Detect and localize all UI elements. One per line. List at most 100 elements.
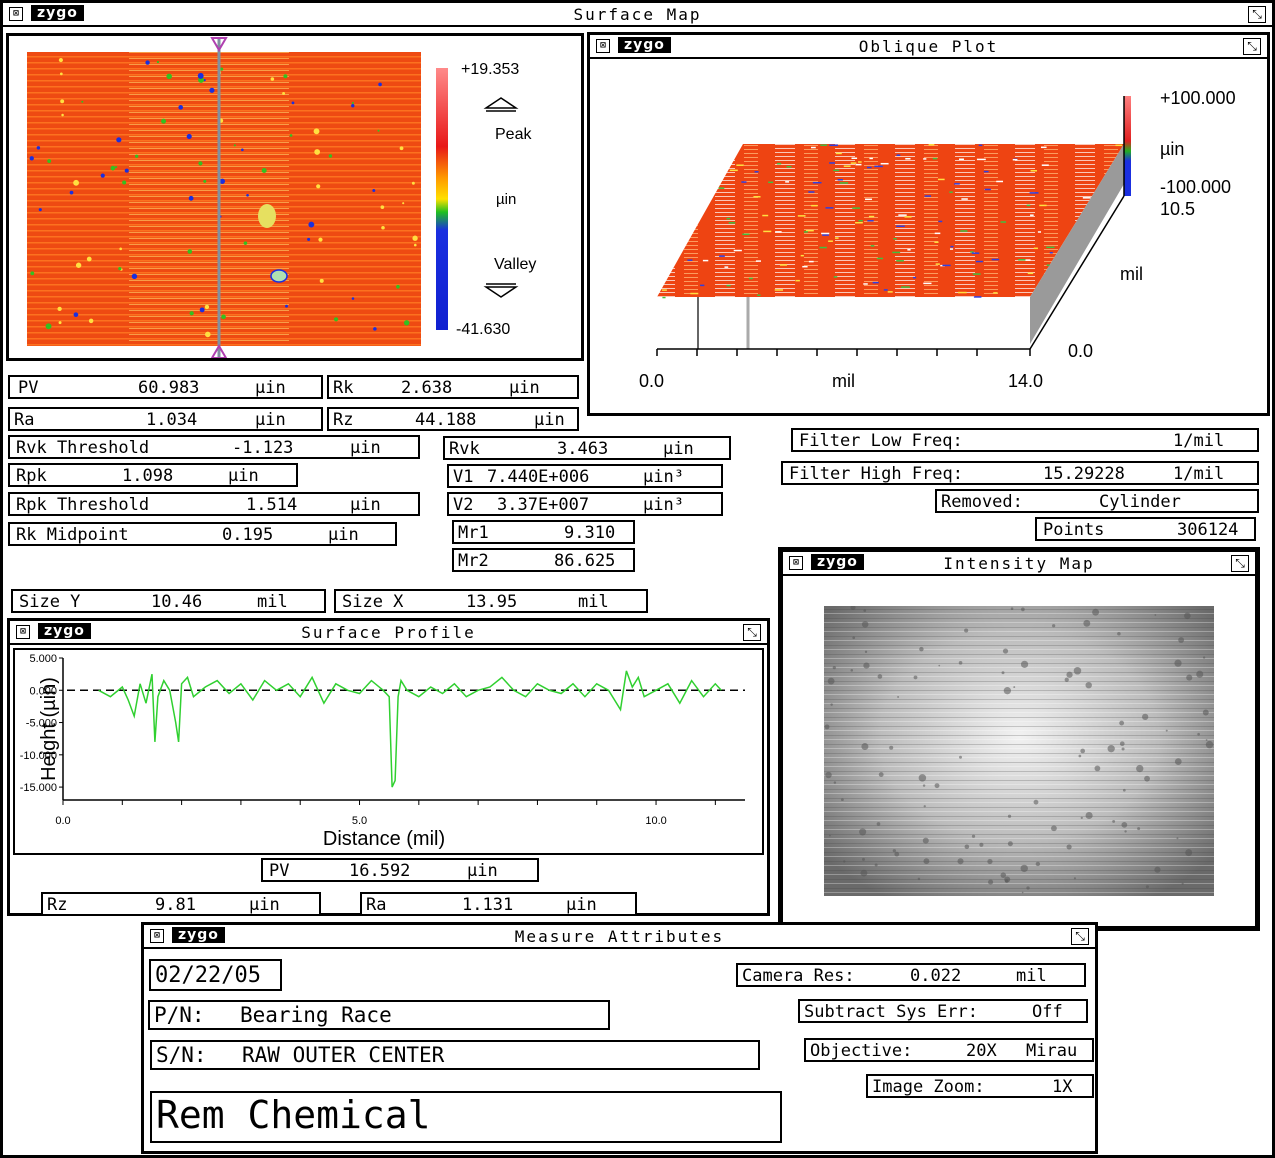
- profile-pv-value: 16.592: [349, 861, 411, 881]
- rpk-threshold-unit: µin: [350, 495, 381, 515]
- camera-res-field: Camera Res: 0.022 mil: [736, 963, 1086, 987]
- profile-plot-frame: 5.000 0.000 -5.000 -10.000 -15.000 0.0 5.0 10.0…: [13, 648, 764, 855]
- rvk-field: Rvk 3.463 µin: [443, 436, 731, 460]
- note-field: Rem Chemical: [150, 1091, 782, 1143]
- serial-number-field: S/N: RAW OUTER CENTER: [150, 1040, 760, 1070]
- y-unit-label: mil: [1120, 264, 1143, 284]
- filter-low-freq-unit: 1/mil: [1173, 431, 1225, 451]
- oblique-plot-graphic[interactable]: +100.000 µin -100.000 10.5 mil 0.0 0.0 m…: [590, 59, 1267, 413]
- z-unit-label: µin: [1160, 139, 1184, 159]
- part-number-field: P/N: Bearing Race: [148, 1000, 610, 1030]
- y-tick-label: -15.000: [20, 782, 57, 794]
- profile-pv-field: PV 16.592 µin: [261, 858, 539, 882]
- mr2-label: Mr2: [458, 551, 489, 571]
- peak-label: Peak: [495, 126, 532, 143]
- image-zoom-value: 1X: [1052, 1077, 1073, 1097]
- window-title: Measure Attributes: [514, 927, 725, 946]
- ra-unit: µin: [255, 410, 286, 430]
- close-icon[interactable]: ⊠: [9, 7, 23, 21]
- profile-ra-label: Ra: [366, 895, 387, 915]
- profile-rz-field: Rz 9.81 µin: [41, 892, 321, 916]
- size-y-value: 10.46: [151, 592, 203, 612]
- surface-map-pane: +19.353 Peak µin Valley -41.630: [6, 33, 584, 361]
- camera-res-label: Camera Res:: [742, 966, 855, 986]
- size-y-label: Size Y: [19, 592, 81, 612]
- v1-unit: µin³: [643, 467, 684, 487]
- size-x-unit: mil: [578, 592, 609, 612]
- ra-field: Ra 1.034 µin: [8, 407, 323, 431]
- x-tick-label: 0.0: [55, 815, 70, 827]
- x-axis-title: Distance (mil): [323, 828, 445, 850]
- surface-profile-window: ⊠ zygo Surface Profile ⤡ 5.000 0.000 -5.00…: [7, 618, 770, 916]
- rz-unit: µin: [534, 410, 565, 430]
- v1-label: V1: [453, 467, 474, 487]
- rpk-unit: µin: [228, 466, 259, 486]
- close-icon[interactable]: ⊠: [789, 556, 803, 570]
- y-tick-label: -10.000: [20, 750, 57, 762]
- oblique-plot-titlebar[interactable]: ⊠ zygo Oblique Plot ⤡: [590, 35, 1267, 59]
- surface-profile-titlebar[interactable]: ⊠ zygo Surface Profile ⤡: [10, 621, 767, 645]
- objective-type: Mirau: [1026, 1041, 1078, 1061]
- scale-unit-label: µin: [496, 191, 516, 208]
- resize-icon[interactable]: ⤡: [1243, 38, 1261, 55]
- profile-ra-field: Ra 1.131 µin: [360, 892, 637, 916]
- filter-low-freq-label: Filter Low Freq:: [799, 431, 963, 451]
- profile-pv-unit: µin: [467, 861, 498, 881]
- x-tick-label: 5.0: [352, 815, 367, 827]
- intensity-map-image[interactable]: [824, 606, 1214, 896]
- oblique-plot-window: ⊠ zygo Oblique Plot ⤡: [587, 32, 1270, 416]
- surface-map-titlebar[interactable]: ⊠ zygo Surface Map ⤡: [3, 3, 1272, 27]
- removed-field: Removed: Cylinder: [935, 489, 1259, 513]
- filter-high-freq-field: Filter High Freq: 15.29228 1/mil: [781, 461, 1259, 485]
- profile-rz-label: Rz: [47, 895, 68, 915]
- scale-min-label: -41.630: [456, 321, 510, 338]
- resize-icon[interactable]: ⤡: [1071, 928, 1089, 945]
- mr1-field: Mr1 9.310: [452, 520, 635, 544]
- filter-high-freq-label: Filter High Freq:: [789, 464, 963, 484]
- z-max-label: +100.000: [1160, 88, 1236, 108]
- rk-midpoint-value: 0.195: [222, 525, 274, 545]
- profile-chart[interactable]: 5.000 0.000 -5.000 -10.000 -15.000 0.0 5.0 10.0…: [15, 650, 762, 853]
- surface-map-plot[interactable]: +19.353 Peak µin Valley -41.630: [9, 36, 581, 358]
- filter-high-freq-value: 15.29228: [1043, 464, 1125, 484]
- scale-max-label: +19.353: [461, 61, 519, 78]
- points-label: Points: [1043, 520, 1105, 540]
- profile-series-line: [98, 670, 722, 788]
- close-icon[interactable]: ⊠: [596, 39, 610, 53]
- resize-icon[interactable]: ⤡: [743, 624, 761, 641]
- note-value: Rem Chemical: [156, 1093, 431, 1137]
- size-y-unit: mil: [257, 592, 288, 612]
- window-title: Oblique Plot: [858, 37, 999, 56]
- mr2-value: 86.625: [554, 551, 616, 571]
- v2-value: 3.37E+007: [497, 495, 590, 515]
- resize-icon[interactable]: ⤡: [1248, 6, 1266, 23]
- size-x-value: 13.95: [466, 592, 518, 612]
- close-icon[interactable]: ⊠: [150, 929, 164, 943]
- profile-ra-unit: µin: [566, 895, 597, 915]
- resize-icon[interactable]: ⤡: [1231, 555, 1249, 572]
- v1-value: 7.440E+006: [487, 467, 590, 487]
- window-title: Surface Map: [573, 5, 702, 24]
- x-min-label: 0.0: [639, 371, 664, 391]
- measure-attributes-window: ⊠ zygo Measure Attributes ⤡ 02/22/05 P/N…: [141, 922, 1098, 1154]
- rpk-value: 1.098: [122, 466, 174, 486]
- x-tick-label: 10.0: [645, 815, 666, 827]
- window-title: Intensity Map: [943, 554, 1095, 573]
- camera-res-unit: mil: [1016, 966, 1047, 986]
- part-number-value: Bearing Race: [240, 1003, 392, 1027]
- rvk-threshold-value: -1.123: [232, 438, 294, 458]
- rk-value: 2.638: [401, 378, 453, 398]
- rk-unit: µin: [509, 378, 540, 398]
- rpk-threshold-label: Rpk Threshold: [16, 495, 150, 515]
- date-field: 02/22/05: [149, 959, 282, 991]
- rk-midpoint-field: Rk Midpoint 0.195 µin: [8, 522, 397, 546]
- close-icon[interactable]: ⊠: [16, 625, 30, 639]
- measure-attributes-titlebar[interactable]: ⊠ zygo Measure Attributes ⤡: [144, 925, 1095, 949]
- size-y-field: Size Y 10.46 mil: [11, 589, 326, 613]
- intensity-map-titlebar[interactable]: ⊠ zygo Intensity Map ⤡: [783, 552, 1255, 576]
- zygo-logo: zygo: [618, 37, 671, 53]
- points-value: 306124: [1177, 520, 1239, 540]
- zygo-logo: zygo: [811, 554, 864, 570]
- subtract-sys-err-value: Off: [1032, 1002, 1063, 1022]
- objective-value: 20X: [966, 1041, 997, 1061]
